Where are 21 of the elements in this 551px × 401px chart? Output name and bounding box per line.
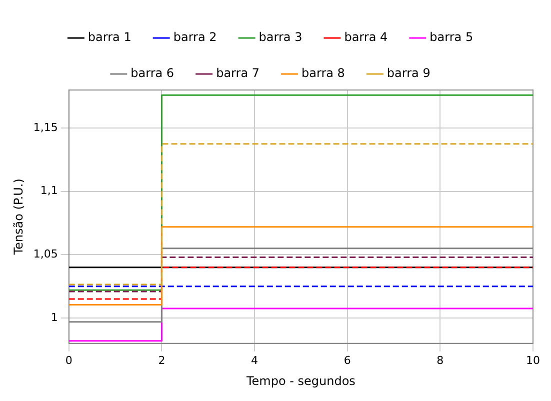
x-tick-label: 10: [526, 354, 540, 367]
x-tick-label: 4: [251, 354, 258, 367]
y-tick-label: 1: [50, 310, 58, 324]
x-tick-label: 8: [436, 354, 444, 367]
x-tick-label: 6: [344, 354, 351, 367]
x-tick-label: 2: [158, 354, 166, 367]
x-axis-title: Tempo - segundos: [245, 374, 356, 388]
y-tick-label: 1,1: [40, 184, 58, 198]
legend-label: barra 1: [88, 30, 132, 44]
y-tick-label: 1,05: [33, 248, 58, 261]
y-axis-title: Tensão (P.U.): [11, 178, 26, 256]
legend-label: barra 6: [130, 66, 174, 80]
x-tick-label: 0: [65, 354, 72, 367]
y-tick-label: 1,15: [33, 120, 58, 134]
legend-label: barra 8: [302, 66, 345, 80]
legend-label: barra 2: [173, 30, 217, 44]
legend-label: barra 9: [386, 66, 430, 80]
legend-label: barra 5: [430, 30, 474, 44]
legend-label: barra 3: [258, 30, 302, 44]
legend-label: barra 7: [216, 66, 260, 80]
legend-label: barra 4: [344, 30, 388, 44]
